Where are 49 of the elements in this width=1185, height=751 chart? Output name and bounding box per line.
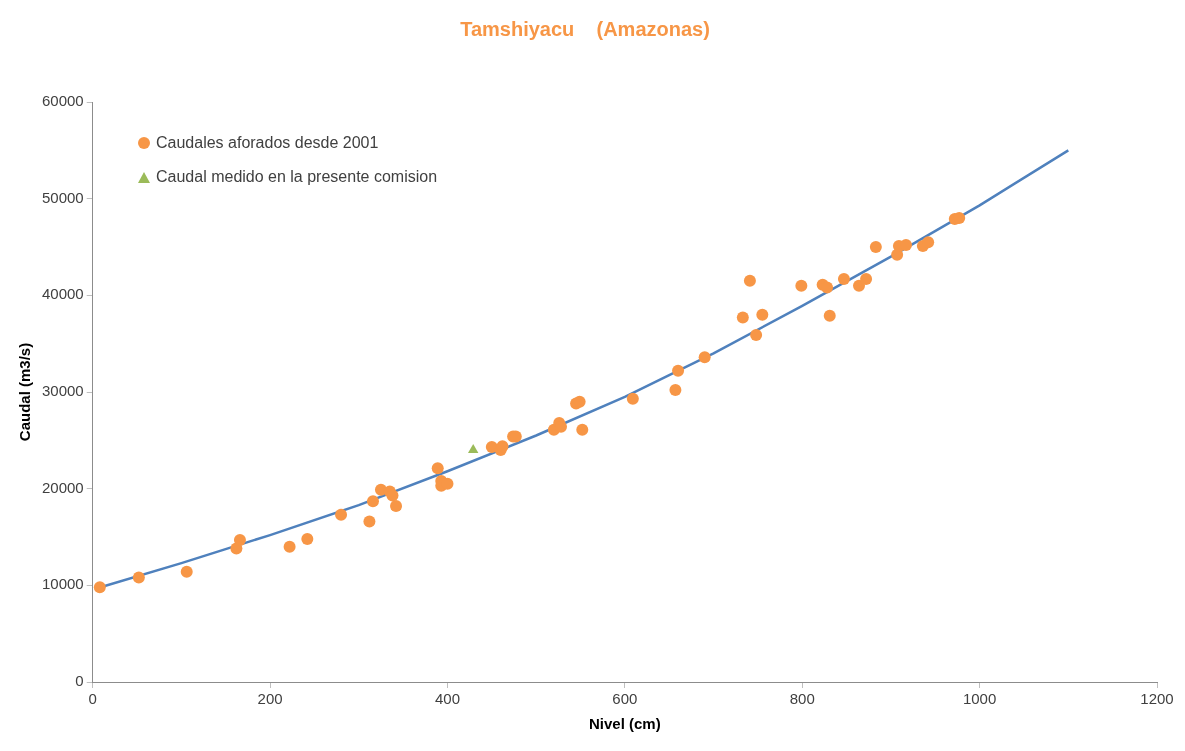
- y-tick-label: 30000: [41, 382, 84, 400]
- point: [756, 308, 769, 321]
- point: [363, 515, 376, 528]
- point: [283, 540, 296, 553]
- point: [626, 392, 639, 405]
- x-tick-label: 600: [612, 690, 638, 708]
- point: [823, 309, 836, 322]
- point: [132, 571, 145, 584]
- point: [576, 423, 589, 436]
- point: [837, 272, 850, 285]
- point: [335, 508, 348, 521]
- y-tick-label: 60000: [41, 92, 84, 110]
- point: [698, 351, 711, 364]
- point: [743, 274, 756, 287]
- x-tick-label: 400: [434, 690, 460, 708]
- legend-label: Caudales aforados desde 2001: [156, 134, 379, 152]
- point: [93, 581, 106, 594]
- point: [366, 495, 379, 508]
- point: [860, 272, 873, 285]
- point: [922, 236, 935, 249]
- point: [390, 500, 403, 513]
- point: [900, 239, 913, 252]
- point: [233, 533, 246, 546]
- point: [750, 328, 763, 341]
- point: [468, 444, 479, 453]
- y-tick-label: 40000: [41, 285, 84, 303]
- y-tick-label: 0: [75, 672, 84, 690]
- y-tick-label: 50000: [41, 188, 84, 206]
- point: [736, 311, 749, 324]
- point: [669, 384, 682, 397]
- x-axis-title: Nivel (cm): [589, 715, 661, 733]
- point: [180, 565, 193, 578]
- y-tick-label: 10000: [41, 575, 84, 593]
- x-tick-label: 200: [257, 690, 283, 708]
- point: [431, 462, 444, 475]
- y-axis-title: Caudal (m3/s): [16, 342, 34, 442]
- point: [795, 279, 808, 292]
- chart-title: Tamshiyacu (Amazonas): [460, 17, 710, 40]
- y-tick-label: 20000: [41, 478, 84, 496]
- point: [386, 489, 399, 502]
- point: [869, 241, 882, 253]
- x-tick-label: 800: [789, 690, 815, 708]
- x-tick-label: 1200: [1140, 690, 1174, 708]
- point: [672, 364, 685, 377]
- x-tick-label: 1000: [962, 690, 997, 708]
- legend-label: Caudal medido en la presente comision: [156, 168, 438, 186]
- point: [821, 281, 834, 294]
- x-tick-label: 0: [88, 690, 97, 708]
- point: [301, 532, 314, 545]
